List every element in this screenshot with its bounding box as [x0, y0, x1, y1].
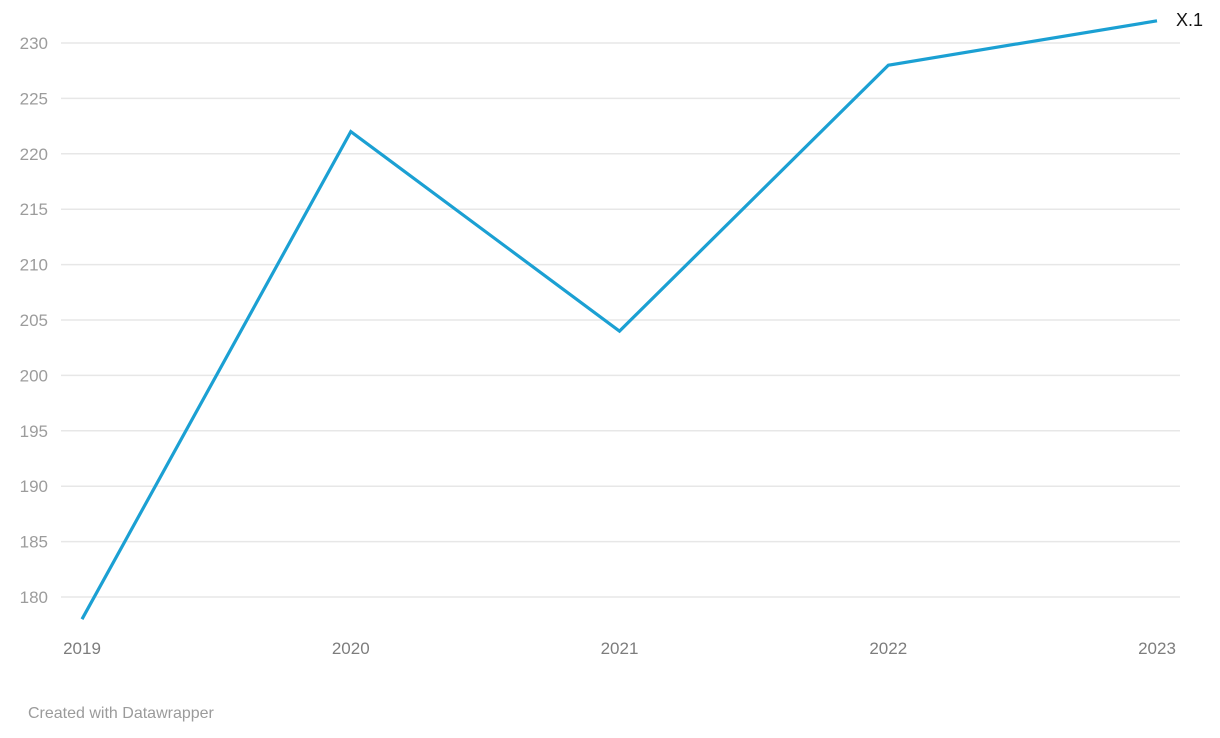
y-tick-label-230: 230 — [20, 34, 48, 53]
series-end-label: X.1 — [1176, 10, 1204, 30]
chart-canvas: 230 225 220 215 210 205 200 195 190 185 180 2019 202… — [20, 19, 1180, 658]
y-tick-label-215: 215 — [20, 200, 48, 219]
x-tick-label-2022: 2022 — [869, 639, 907, 658]
y-tick-label-210: 210 — [20, 256, 48, 275]
x-tick-label-2020: 2020 — [332, 639, 370, 658]
data-line-X.1 — [80, 19, 1158, 620]
y-tick-label-200: 200 — [20, 366, 48, 385]
x-tick-label-2021: 2021 — [601, 639, 639, 658]
y-tick-label-220: 220 — [20, 145, 48, 164]
y-tick-label-180: 180 — [20, 588, 48, 607]
x-tick-label-2019: 2019 — [63, 639, 101, 658]
y-tick-label-185: 185 — [20, 533, 48, 552]
x-tick-label-2023: 2023 — [1138, 639, 1176, 658]
y-tick-label-205: 205 — [20, 311, 48, 330]
y-tick-label-225: 225 — [20, 89, 48, 108]
y-tick-label-195: 195 — [20, 422, 48, 441]
datawrapper-attribution-link[interactable]: Created with Datawrapper — [28, 705, 214, 722]
y-tick-label-190: 190 — [20, 477, 48, 496]
